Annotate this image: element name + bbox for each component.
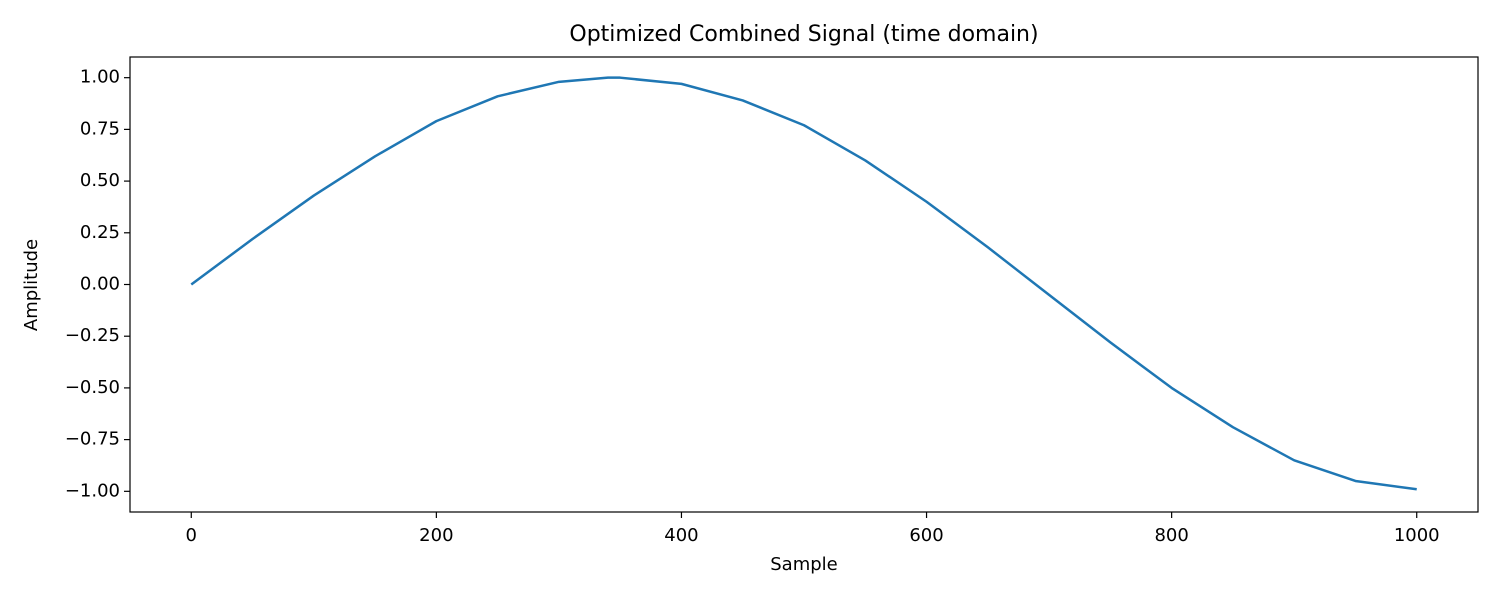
plot-frame (129, 56, 1479, 513)
y-tick-label: 0.50 (80, 170, 120, 191)
x-tick-label: 0 (186, 525, 197, 546)
x-tick-label: 600 (909, 525, 943, 546)
chart-title: Optimized Combined Signal (time domain) (569, 22, 1038, 47)
x-tick-label: 1000 (1394, 525, 1440, 546)
y-tick-label: −0.25 (65, 325, 120, 346)
x-tick-label: 200 (419, 525, 453, 546)
y-tick-label: 1.00 (80, 67, 120, 88)
signal-line (190, 76, 1417, 491)
y-tick-label: 0.75 (80, 118, 120, 139)
y-tick-label: 0.00 (80, 274, 120, 295)
x-tick-label: 800 (1154, 525, 1188, 546)
y-tick-label: −1.00 (65, 480, 120, 501)
x-axis-label: Sample (770, 554, 838, 575)
x-tick-label: 400 (664, 525, 698, 546)
y-axis-label: Amplitude (21, 239, 42, 331)
y-tick-label: −0.75 (65, 429, 120, 450)
y-tick-label: 0.25 (80, 222, 120, 243)
y-tick-label: −0.50 (65, 377, 120, 398)
